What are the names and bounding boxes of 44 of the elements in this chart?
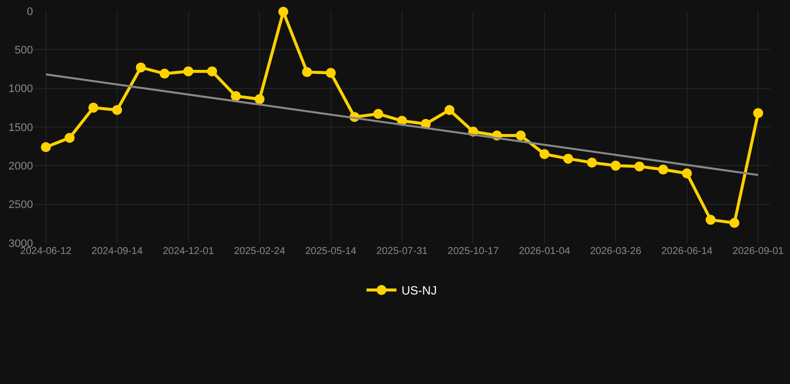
point xyxy=(706,214,716,225)
x-tick-label: 2026-06-14 xyxy=(661,246,713,257)
x-tick-label: 2025-02-24 xyxy=(234,246,286,257)
point xyxy=(64,132,75,143)
point xyxy=(112,104,122,115)
point xyxy=(586,158,597,168)
y-tick-label: 0 xyxy=(26,6,33,18)
x-tick-label: 2024-06-12 xyxy=(20,246,72,257)
point xyxy=(230,91,241,102)
x-tick-label: 2026-09-01 xyxy=(732,246,784,257)
point xyxy=(302,67,312,78)
y-tick-label: 1500 xyxy=(8,122,33,134)
point xyxy=(207,66,218,76)
x-tick-label: 2026-01-04 xyxy=(518,246,570,257)
y-tick-label: 500 xyxy=(14,44,33,57)
point xyxy=(634,161,644,172)
point xyxy=(539,149,550,160)
point xyxy=(682,168,692,178)
point xyxy=(160,68,170,79)
x-tick-label: 2025-05-14 xyxy=(305,246,357,257)
point xyxy=(610,160,621,171)
point xyxy=(516,130,526,141)
point xyxy=(563,154,574,164)
point xyxy=(254,94,265,104)
legend-label: US-NJ xyxy=(402,284,437,298)
x-tick-label: 2025-10-17 xyxy=(448,246,500,257)
point xyxy=(40,142,51,152)
point xyxy=(278,6,288,17)
point xyxy=(373,108,384,119)
point xyxy=(444,104,454,115)
point xyxy=(753,108,764,118)
y-tick-label: 2500 xyxy=(8,199,33,212)
x-tick-label: 2025-07-31 xyxy=(376,246,428,257)
point xyxy=(658,164,668,175)
x-tick-label: 2024-12-01 xyxy=(162,246,214,257)
y-tick-label: 1000 xyxy=(8,83,33,96)
point xyxy=(729,218,740,228)
point xyxy=(88,102,98,113)
point xyxy=(136,62,146,72)
x-tick-label: 2024-09-14 xyxy=(92,246,144,257)
x-tick-label: 2026-03-26 xyxy=(590,246,642,257)
point xyxy=(183,66,194,76)
point xyxy=(326,68,336,78)
y-tick-label: 2000 xyxy=(8,160,33,173)
